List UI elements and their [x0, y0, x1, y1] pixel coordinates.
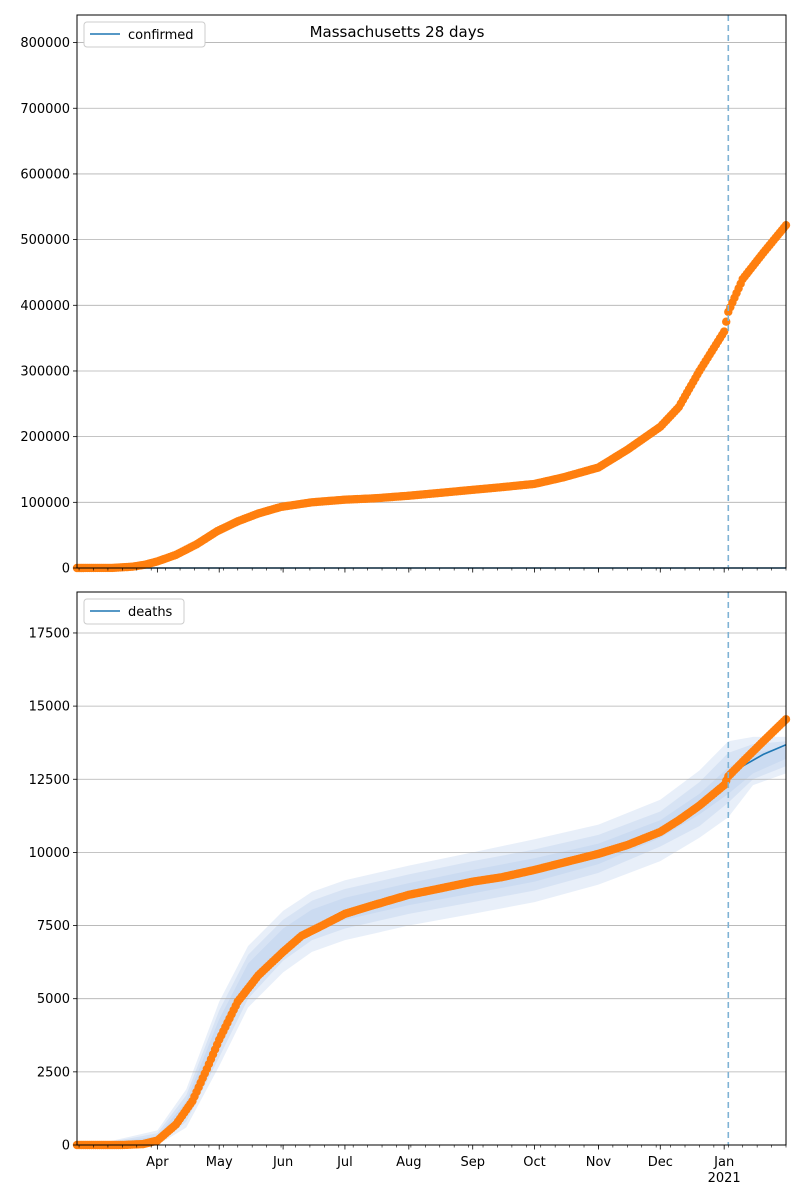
y-tick-label: 0 — [62, 1139, 70, 1154]
x-tick-label: May — [206, 1155, 233, 1170]
y-tick-label: 12500 — [29, 773, 70, 788]
confirmed-panel: 0 100000 200000 300000 400000 500000 600000 700… — [20, 14, 791, 577]
y-tick-label: 800000 — [20, 36, 70, 51]
x-tick-year-label: 2021 — [708, 1171, 741, 1186]
observed-point — [722, 317, 731, 326]
y-tick-label: 100000 — [20, 496, 70, 511]
grid-lines — [77, 632, 786, 1146]
y-tick-label: 600000 — [20, 167, 70, 182]
axes-frame — [76, 591, 787, 1146]
y-axis-ticks: 0 100000 200000 300000 400000 500000 600000 700… — [20, 36, 77, 577]
x-axis-ticks — [78, 568, 787, 573]
x-tick-label: Aug — [396, 1155, 421, 1170]
x-tick-label: Jan — [713, 1155, 734, 1170]
axes-frame — [76, 14, 787, 569]
y-tick-label: 7500 — [37, 919, 70, 934]
y-tick-label: 0 — [62, 562, 70, 577]
legend-box — [83, 21, 206, 48]
legend-label-confirmed: confirmed — [128, 28, 194, 43]
y-tick-label: 700000 — [20, 102, 70, 117]
y-axis-ticks: 0 2500 5000 7500 10000 12500 15000 17500 — [29, 626, 77, 1154]
legend-box — [83, 598, 185, 625]
x-tick-label: Sep — [460, 1155, 485, 1170]
uncertainty-band — [93, 736, 786, 1145]
deaths-panel: 0 2500 5000 7500 10000 12500 15000 17500 Apr May… — [29, 591, 791, 1186]
y-tick-label: 2500 — [37, 1065, 70, 1080]
observed-points — [72, 220, 791, 573]
y-tick-label: 15000 — [29, 700, 70, 715]
legend: confirmed — [83, 21, 206, 48]
y-tick-label: 500000 — [20, 233, 70, 248]
x-tick-label: Apr — [146, 1155, 169, 1170]
legend-label-deaths: deaths — [128, 605, 173, 620]
uncertainty-band — [93, 741, 786, 1145]
x-tick-label: Dec — [648, 1155, 673, 1170]
y-tick-label: 400000 — [20, 299, 70, 314]
y-tick-label: 300000 — [20, 364, 70, 379]
y-tick-label: 17500 — [29, 626, 70, 641]
x-tick-label: Oct — [523, 1155, 545, 1170]
x-tick-label: Nov — [586, 1155, 612, 1170]
legend: deaths — [83, 598, 185, 625]
observed-point — [719, 327, 729, 336]
x-tick-label: Jul — [336, 1155, 353, 1170]
y-tick-label: 10000 — [29, 846, 70, 861]
x-tick-label: Jun — [272, 1155, 293, 1170]
chart-title: Massachusetts 28 days — [310, 23, 485, 41]
y-tick-label: 200000 — [20, 430, 70, 445]
y-tick-label: 5000 — [37, 992, 70, 1007]
